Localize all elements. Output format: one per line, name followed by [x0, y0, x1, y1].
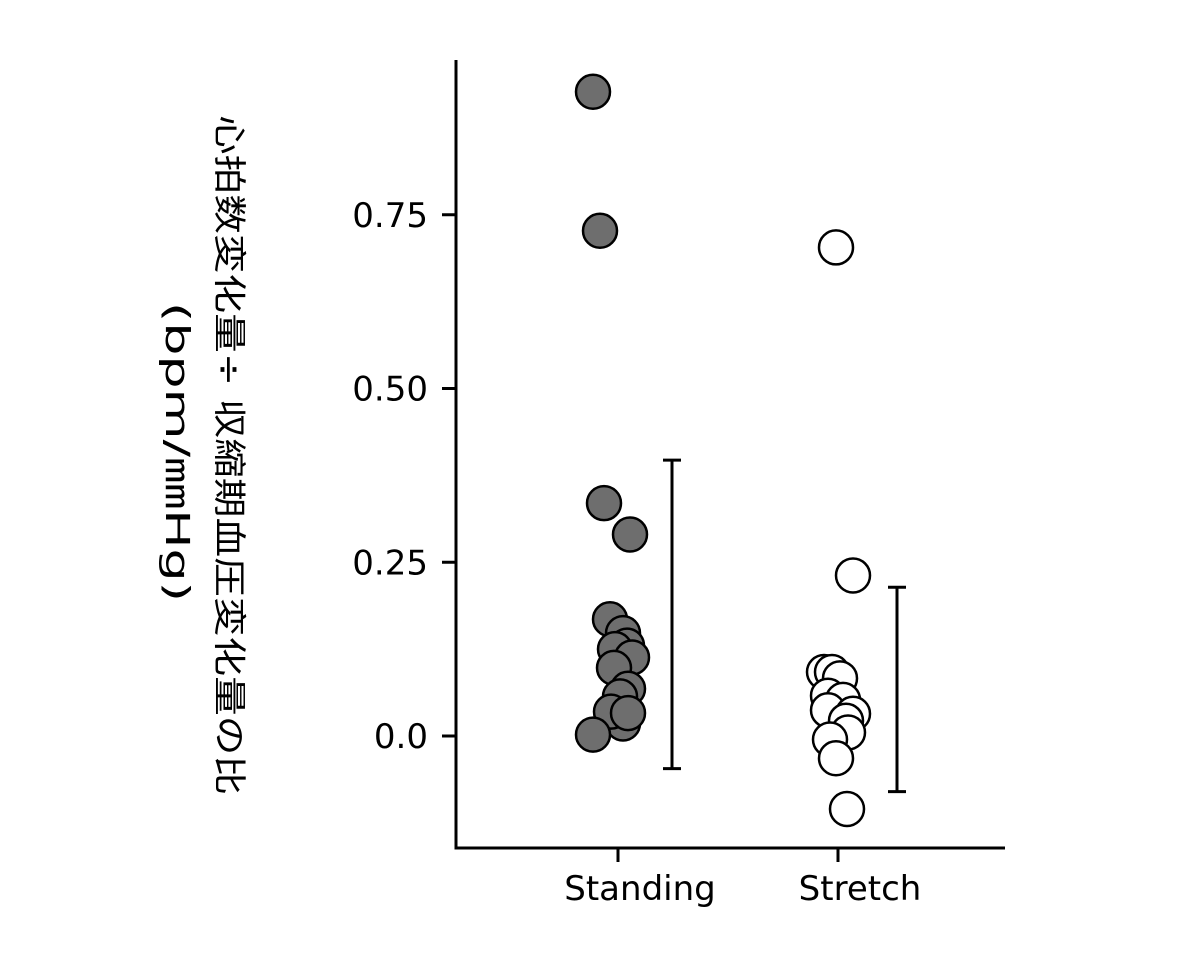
data-point [581, 212, 619, 249]
series-standing [574, 73, 651, 753]
data-point [817, 739, 855, 777]
data-point [585, 484, 623, 522]
data-point [609, 694, 647, 732]
x-tick-label: Stretch [799, 869, 922, 909]
data-point [834, 557, 872, 594]
data-point [574, 73, 612, 110]
error-bar-stretch [888, 585, 906, 794]
y-axis-label: 心拍数変化量÷ 収縮期血圧変化量の比 (bpm/㎜Hg) [158, 115, 249, 795]
x-ticks: Standing Stretch [564, 848, 921, 909]
data-point [828, 790, 866, 828]
data-point [611, 516, 649, 553]
series-stretch [805, 229, 872, 828]
x-tick-label: Standing [564, 869, 715, 909]
y-axis-label-unit: (bpm/㎜Hg) [158, 302, 197, 602]
data-point [574, 716, 612, 753]
y-tick-label: 0.0 [374, 717, 428, 757]
y-tick-label: 0.25 [352, 543, 428, 583]
error-bar-standing [663, 458, 681, 771]
y-ticks: 0.0 0.25 0.50 0.75 [352, 196, 456, 757]
data-points [574, 73, 872, 828]
error-bars [663, 458, 906, 794]
y-tick-label: 0.50 [352, 370, 428, 410]
y-tick-label: 0.75 [352, 196, 428, 236]
y-axis-label-main: 心拍数変化量÷ 収縮期血圧変化量の比 [210, 115, 249, 795]
data-point [817, 229, 855, 266]
